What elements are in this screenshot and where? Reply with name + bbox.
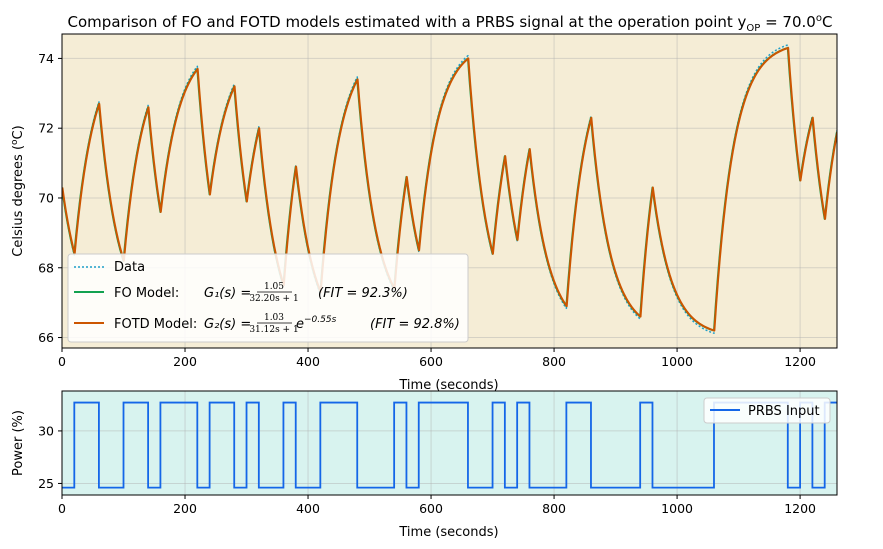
legend-fotd-den: 31.12s + 1 [249, 325, 298, 335]
bottom-x-tick-label: 200 [173, 501, 197, 516]
bottom-y-ticks: 25 30 [38, 423, 62, 491]
top-axes: 0 200 400 600 800 1000 1200 66 68 70 72 74 Time (s… [10, 33, 838, 393]
bottom-y-axis-label: Power (%) [11, 410, 26, 476]
top-legend: Data FO Model: G₁(s) = 1.05 32.20s + 1 (… [67, 253, 469, 343]
bottom-x-tick-label: 1200 [784, 501, 816, 516]
legend-fo-num: 1.05 [264, 282, 284, 292]
bottom-y-tick-label: 30 [38, 423, 54, 438]
bottom-series [62, 401, 837, 489]
series-line-fotd-model [62, 46, 837, 332]
top-x-tick-label: 200 [173, 354, 197, 369]
top-x-tick-label: 600 [419, 354, 443, 369]
bottom-x-tick-label: 800 [542, 501, 566, 516]
series-line-data [62, 44, 837, 334]
top-x-tick-label: 800 [542, 354, 566, 369]
bottom-y-tick-label: 25 [38, 476, 54, 491]
top-y-tick-label: 66 [38, 330, 54, 345]
legend-label-data: Data [114, 260, 145, 275]
legend-fo-fit: (FIT = 92.3%) [318, 286, 408, 301]
legend-label-prbs: PRBS Input [748, 404, 820, 419]
top-x-tick-label: 1200 [784, 354, 816, 369]
top-series [62, 44, 837, 334]
top-x-tick-label: 400 [296, 354, 320, 369]
top-x-tick-label: 1000 [661, 354, 693, 369]
legend-fotd-exp: e−0.55s [296, 315, 337, 332]
top-x-axis-label: Time (seconds) [398, 378, 498, 393]
bottom-legend-box [703, 397, 831, 424]
top-y-tick-label: 70 [38, 190, 54, 205]
top-x-ticks: 0 200 400 600 800 1000 1200 [58, 348, 816, 369]
legend-box [67, 253, 469, 343]
bottom-x-tick-label: 600 [419, 501, 443, 516]
top-y-tick-label: 68 [38, 260, 54, 275]
legend-fotd-lhs: G₂(s) = [204, 317, 251, 332]
legend-label-fotd: FOTD Model: [114, 317, 197, 332]
bottom-x-ticks: 0 200 400 600 800 1000 1200 [58, 495, 816, 516]
legend-fotd-num: 1.03 [264, 313, 284, 323]
bottom-x-axis-label: Time (seconds) [398, 525, 498, 540]
top-y-tick-label: 72 [38, 121, 54, 136]
bottom-frame [61, 390, 838, 496]
bottom-legend: PRBS Input [703, 397, 831, 424]
bottom-x-tick-label: 400 [296, 501, 320, 516]
top-y-axis-label: Celsius degrees (oC) [10, 125, 26, 256]
top-y-ticks: 66 68 70 72 74 [38, 51, 62, 345]
bottom-x-tick-label: 1000 [661, 501, 693, 516]
legend-fo-den: 32.20s + 1 [249, 294, 298, 304]
series-line-prbs-input [62, 401, 837, 489]
bottom-x-tick-label: 0 [58, 501, 66, 516]
top-x-tick-label: 0 [58, 354, 66, 369]
top-frame [61, 33, 838, 349]
legend-fotd-fit: (FIT = 92.8%) [370, 317, 460, 332]
bottom-axes: 0 200 400 600 800 1000 1200 25 30 Time (seconds… [11, 390, 838, 540]
legend-fo-lhs: G₁(s) = [204, 286, 251, 301]
legend-label-fo: FO Model: [114, 286, 179, 301]
chart-title: Comparison of FO and FOTD models estimat… [68, 13, 833, 34]
top-y-tick-label: 74 [38, 51, 54, 66]
